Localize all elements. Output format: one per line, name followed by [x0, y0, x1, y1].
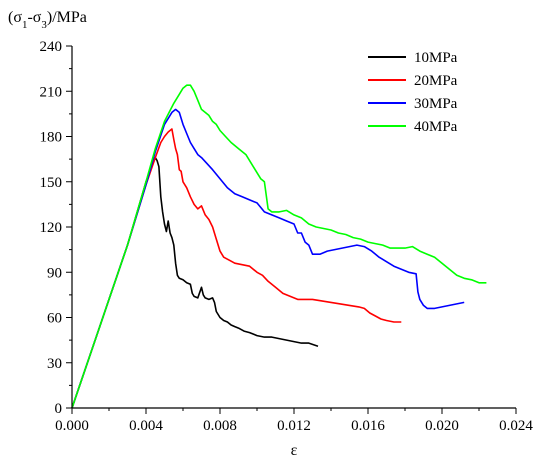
y-ticks: 0 30 60 90 120 150 180 210 240	[40, 39, 72, 417]
x-axis-title: ε	[291, 442, 298, 459]
series-layer	[71, 84, 487, 409]
legend-label-20mpa: 20MPa	[414, 73, 458, 89]
y-tick-label: 0	[55, 401, 63, 417]
x-tick-label: 0.008	[203, 418, 237, 434]
series-line-10mpa	[71, 156, 319, 409]
legend-label-30mpa: 30MPa	[414, 96, 458, 112]
y-axis-title: (σ1-σ3)/MPa	[8, 9, 87, 31]
y-tick-label: 180	[40, 130, 63, 146]
y-tick-label: 240	[40, 39, 63, 55]
y-tick-label: 30	[47, 356, 62, 372]
x-tick-label: 0.020	[425, 418, 459, 434]
series-line-30mpa	[71, 108, 465, 409]
y-tick-label: 60	[47, 311, 62, 327]
series-line-20mpa	[71, 128, 402, 409]
x-tick-label: 0.004	[129, 418, 163, 434]
axes-layer: 0.000 0.004 0.008 0.012 0.016 0.020 0.024 0 30 6…	[40, 39, 534, 434]
y-tick-label: 90	[47, 265, 62, 281]
legend-label-10mpa: 10MPa	[414, 50, 458, 66]
x-tick-label: 0.000	[55, 418, 89, 434]
y-tick-label: 120	[40, 220, 63, 236]
x-tick-label: 0.016	[351, 418, 385, 434]
legend-label-40mpa: 40MPa	[414, 119, 458, 135]
y-tick-label: 210	[40, 84, 63, 100]
x-tick-label: 0.024	[499, 418, 533, 434]
x-ticks: 0.000 0.004 0.008 0.012 0.016 0.020 0.024	[55, 408, 533, 434]
y-tick-label: 150	[40, 175, 63, 191]
legend: 10MPa 20MPa 30MPa 40MPa	[368, 50, 458, 135]
x-tick-label: 0.012	[277, 418, 311, 434]
series-line-40mpa	[71, 84, 487, 409]
